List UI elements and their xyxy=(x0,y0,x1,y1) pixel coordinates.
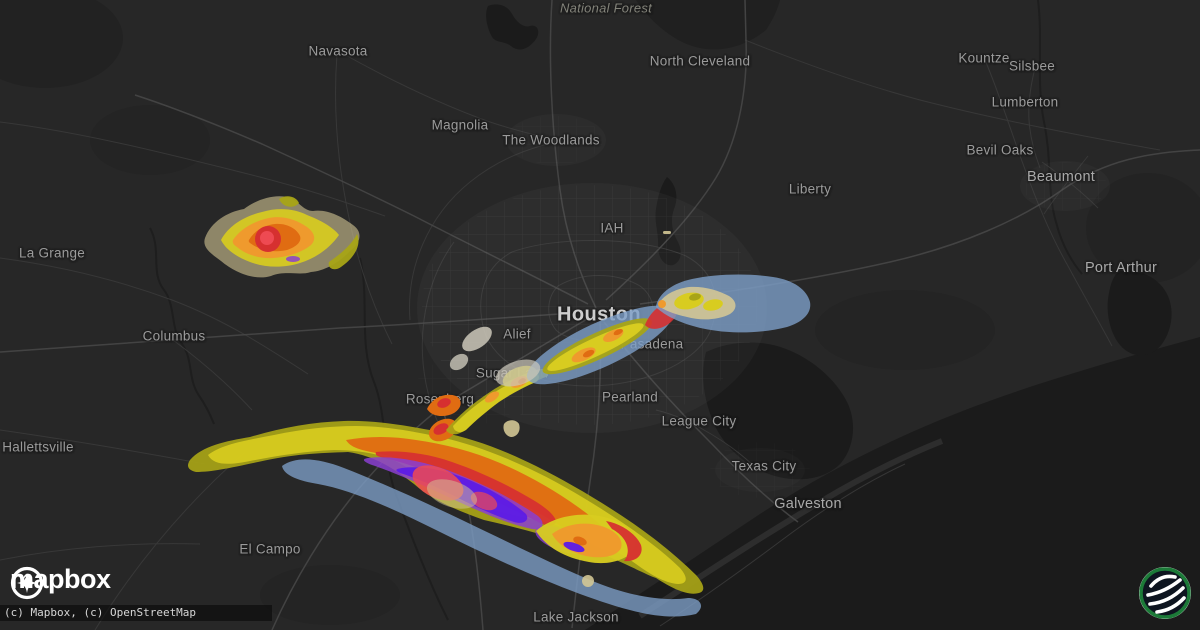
map-label-liberty: Liberty xyxy=(788,181,832,197)
map-label-pasadena: Pasadena xyxy=(620,336,684,352)
map-label-houston: Houston xyxy=(557,303,641,326)
map-label-silsbee: Silsbee xyxy=(1008,58,1056,74)
map-label-lumberton: Lumberton xyxy=(991,94,1059,110)
map-label-alief: Alief xyxy=(503,326,531,342)
hailtrace-logo xyxy=(1137,565,1193,621)
map-label-the-woodlands: The Woodlands xyxy=(502,132,600,148)
swirl-lines xyxy=(1146,574,1186,614)
map-label-national-forest: National Forest xyxy=(560,0,652,16)
mapbox-logo[interactable]: mapbox xyxy=(10,566,111,600)
map-label-galveston: Galveston xyxy=(774,496,842,512)
map-label-pearland: Pearland xyxy=(601,389,659,405)
map-label-sugar-land: Sugar Land xyxy=(475,365,549,381)
map-label-north-cleveland: North Cleveland xyxy=(649,53,751,69)
map-label-magnolia: Magnolia xyxy=(431,117,489,133)
map-label-rosenberg: Rosenberg xyxy=(405,391,475,407)
map-label-bevil-oaks: Bevil Oaks xyxy=(966,142,1034,158)
map-label-lake-jackson: Lake Jackson xyxy=(533,609,619,625)
map-label-columbus: Columbus xyxy=(142,328,206,344)
map-label-port-arthur: Port Arthur xyxy=(1084,260,1158,276)
map-label-kountze: Kountze xyxy=(958,50,1010,66)
map-label-navasota: Navasota xyxy=(308,43,368,59)
map-label-el-campo: El Campo xyxy=(239,541,301,557)
map-label-league-city: League City xyxy=(661,413,737,429)
map-label-la-grange: La Grange xyxy=(18,245,86,261)
map-label-hallettsville: Hallettsville xyxy=(2,439,74,455)
mapbox-icon xyxy=(10,566,44,600)
map-label-texas-city: Texas City xyxy=(731,458,797,474)
map-attribution[interactable]: (c) Mapbox, (c) OpenStreetMap xyxy=(0,605,272,621)
map-label-iah: IAH xyxy=(600,220,624,236)
map-label-beaumont: Beaumont xyxy=(1026,169,1096,185)
